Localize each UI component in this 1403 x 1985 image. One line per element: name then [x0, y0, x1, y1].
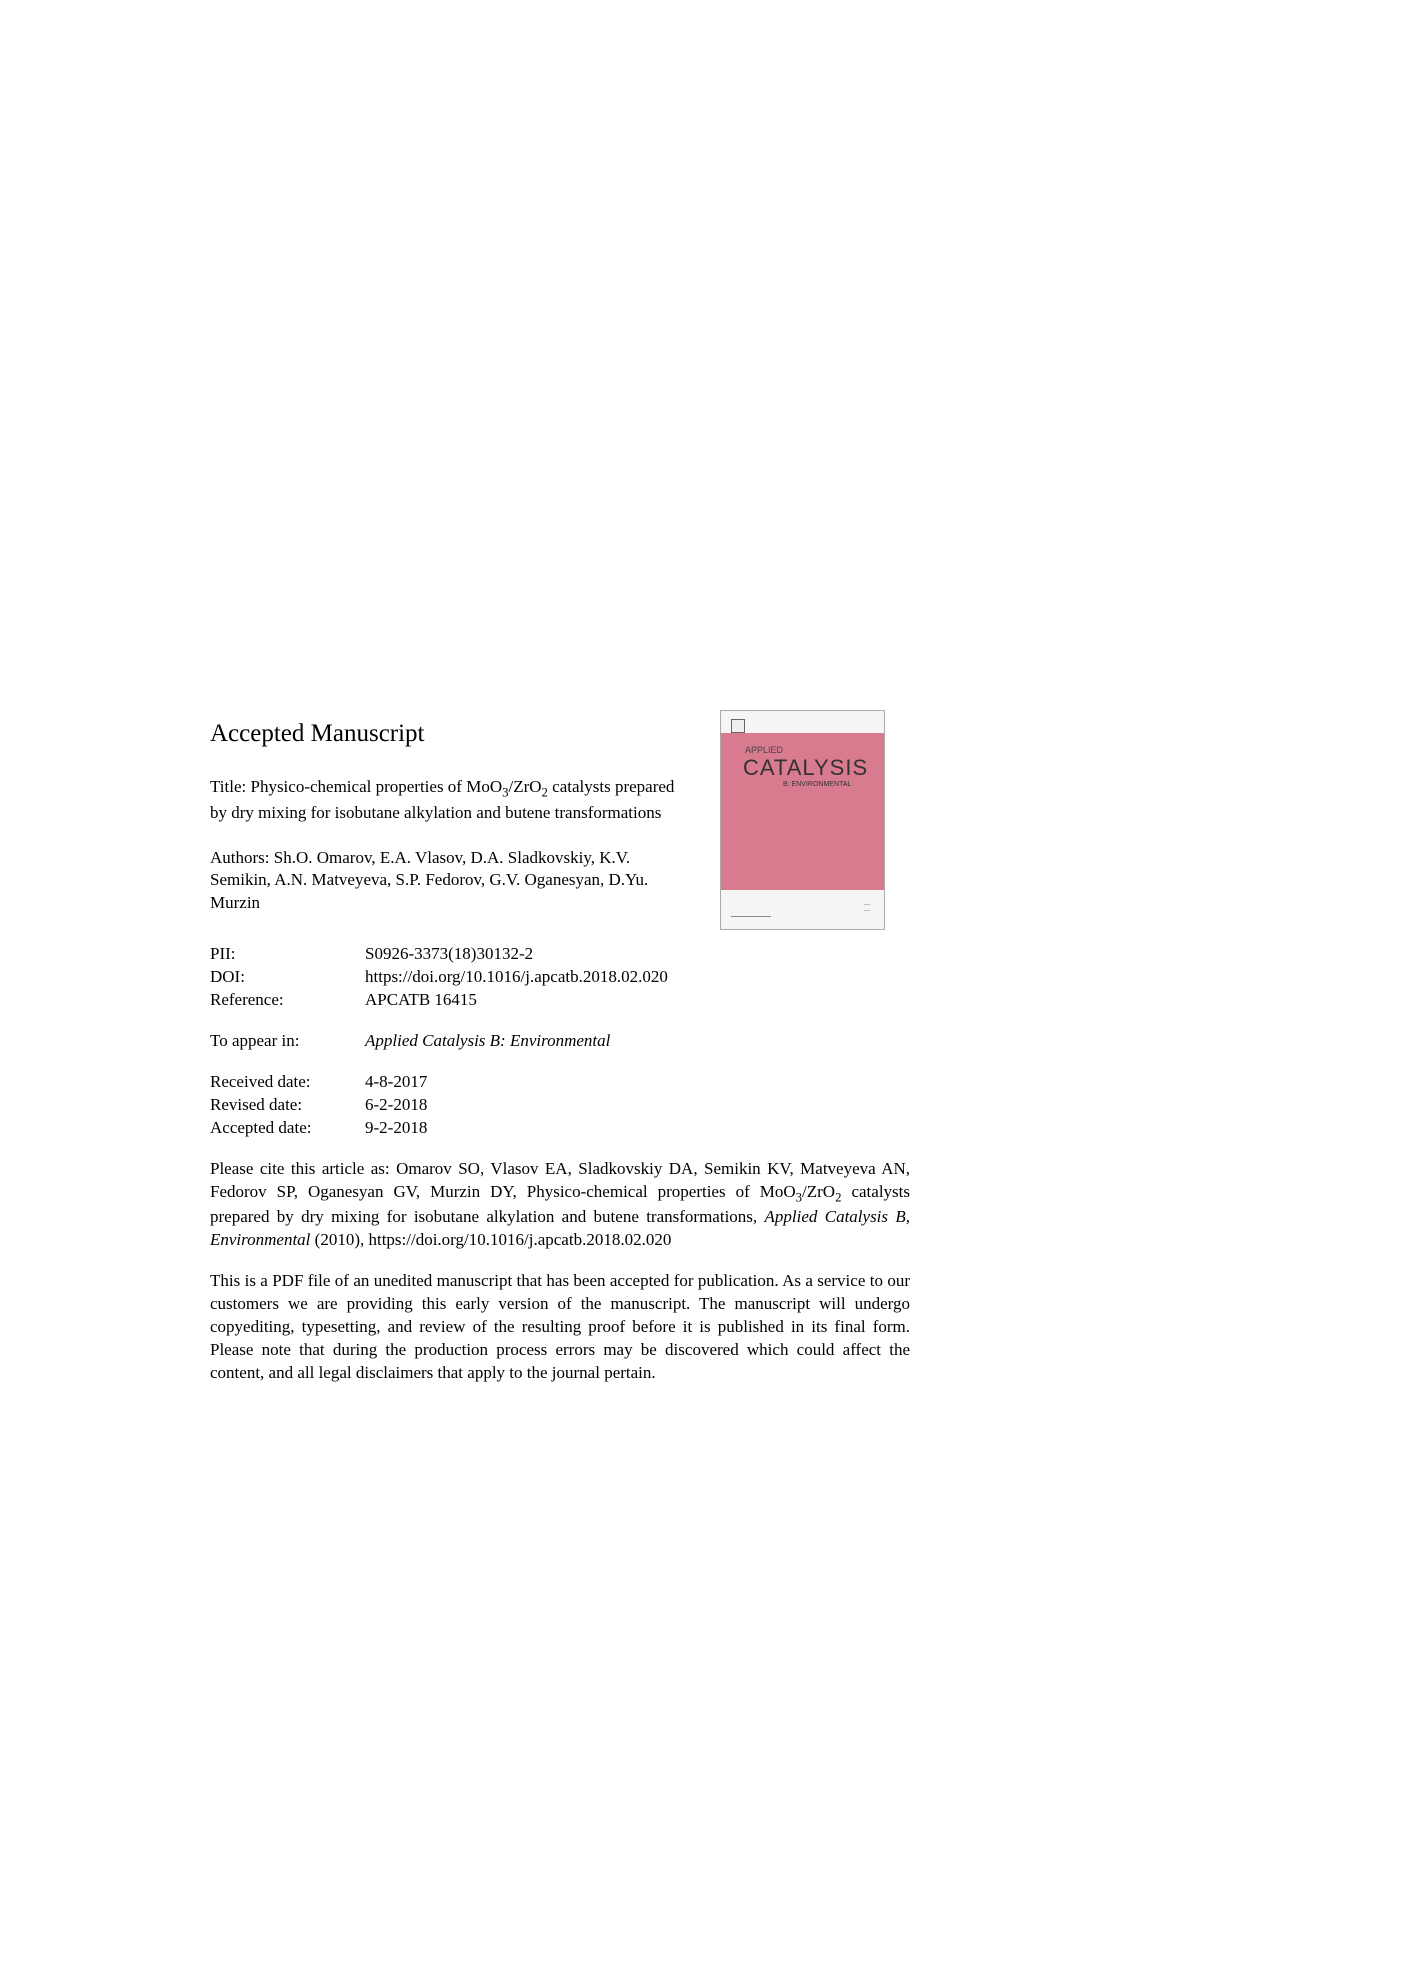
- meta-row-reference: Reference: APCATB 16415: [210, 989, 910, 1012]
- meta-row-accepted: Accepted date: 9-2-2018: [210, 1117, 910, 1140]
- meta-row-appear: To appear in: Applied Catalysis B: Envir…: [210, 1030, 910, 1053]
- authors-list: Sh.O. Omarov, E.A. Vlasov, D.A. Sladkovs…: [210, 848, 648, 913]
- received-label: Received date:: [210, 1071, 365, 1094]
- accepted-value: 9-2-2018: [365, 1117, 910, 1140]
- citation-part-4: (2010), https://doi.org/10.1016/j.apcatb…: [310, 1230, 671, 1249]
- doi-value: https://doi.org/10.1016/j.apcatb.2018.02…: [365, 966, 910, 989]
- meta-row-revised: Revised date: 6-2-2018: [210, 1094, 910, 1117]
- meta-row-received: Received date: 4-8-2017: [210, 1071, 910, 1094]
- manuscript-title: Title: Physico-chemical properties of Mo…: [210, 776, 685, 825]
- doi-label: DOI:: [210, 966, 365, 989]
- manuscript-authors: Authors: Sh.O. Omarov, E.A. Vlasov, D.A.…: [210, 847, 685, 916]
- title-prefix: Title:: [210, 777, 250, 796]
- metadata-block-3: Received date: 4-8-2017 Revised date: 6-…: [210, 1071, 910, 1140]
- citation-part-2: /ZrO: [802, 1182, 835, 1201]
- reference-label: Reference:: [210, 989, 365, 1012]
- appear-value: Applied Catalysis B: Environmental: [365, 1030, 910, 1053]
- manuscript-page: Accepted Manuscript Title: Physico-chemi…: [210, 720, 910, 1385]
- revised-label: Revised date:: [210, 1094, 365, 1117]
- page-heading: Accepted Manuscript: [210, 720, 910, 748]
- title-text-2: /ZrO: [509, 777, 542, 796]
- meta-row-pii: PII: S0926-3373(18)30132-2: [210, 943, 910, 966]
- meta-row-doi: DOI: https://doi.org/10.1016/j.apcatb.20…: [210, 966, 910, 989]
- metadata-block-2: To appear in: Applied Catalysis B: Envir…: [210, 1030, 910, 1053]
- disclaimer-text: This is a PDF file of an unedited manusc…: [210, 1270, 910, 1385]
- reference-value: APCATB 16415: [365, 989, 910, 1012]
- citation-text: Please cite this article as: Omarov SO, …: [210, 1158, 910, 1252]
- pii-label: PII:: [210, 943, 365, 966]
- pii-value: S0926-3373(18)30132-2: [365, 943, 910, 966]
- received-value: 4-8-2017: [365, 1071, 910, 1094]
- accepted-label: Accepted date:: [210, 1117, 365, 1140]
- title-text-1: Physico-chemical properties of MoO: [250, 777, 502, 796]
- revised-value: 6-2-2018: [365, 1094, 910, 1117]
- authors-prefix: Authors:: [210, 848, 274, 867]
- appear-label: To appear in:: [210, 1030, 365, 1053]
- metadata-block-1: PII: S0926-3373(18)30132-2 DOI: https://…: [210, 943, 910, 1012]
